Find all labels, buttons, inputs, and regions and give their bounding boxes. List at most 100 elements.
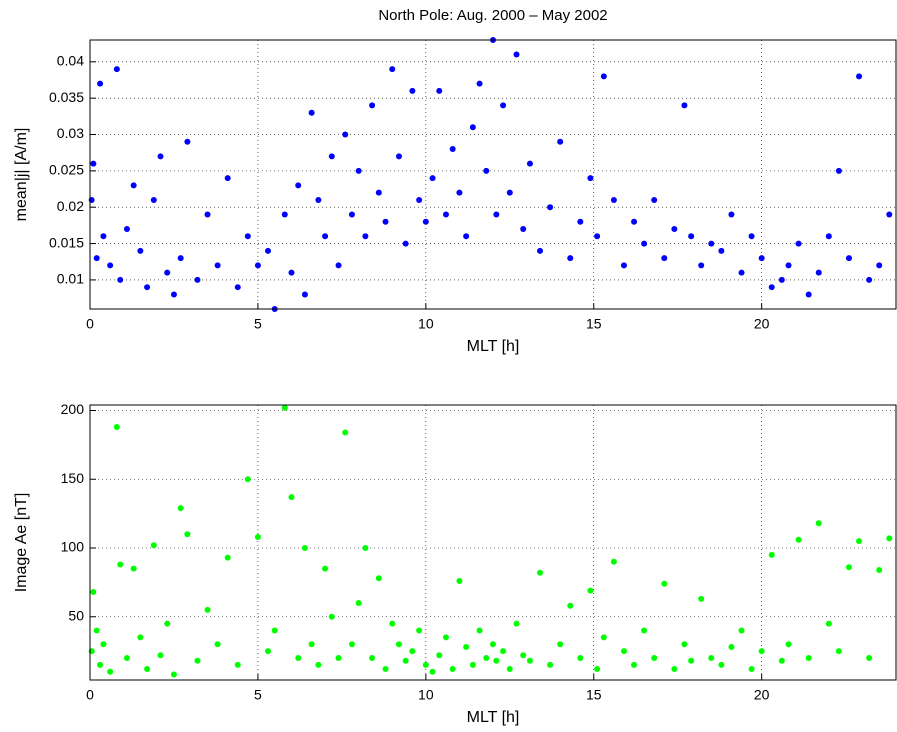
point: [547, 661, 554, 668]
point: [355, 167, 362, 174]
point: [688, 233, 695, 240]
point: [308, 109, 315, 116]
point: [204, 211, 211, 218]
point: [876, 567, 883, 573]
point: [728, 211, 735, 218]
point: [97, 80, 104, 87]
point: [117, 561, 124, 568]
y-tick-label: 0.015: [49, 234, 84, 250]
point: [557, 641, 564, 648]
point: [90, 160, 97, 167]
point: [362, 545, 369, 551]
point: [328, 613, 335, 620]
point: [825, 620, 832, 627]
x-axis-label: MLT [h]: [467, 338, 520, 355]
point: [315, 661, 322, 668]
point: [778, 657, 785, 664]
point: [100, 641, 107, 648]
point: [130, 565, 137, 572]
point: [375, 189, 382, 196]
point: [631, 218, 638, 225]
point: [866, 276, 873, 283]
x-tick-label: 15: [586, 687, 602, 703]
y-tick-label: 0.025: [49, 162, 84, 178]
point: [708, 655, 715, 661]
x-tick-label: 20: [754, 316, 770, 332]
point: [856, 73, 863, 80]
point: [886, 535, 893, 542]
point: [856, 538, 863, 545]
point: [456, 189, 463, 196]
point: [835, 167, 842, 174]
point: [335, 262, 342, 269]
point: [335, 655, 342, 661]
point: [567, 255, 574, 262]
point: [322, 565, 329, 572]
point: [651, 196, 658, 203]
point: [348, 211, 355, 218]
point: [698, 262, 705, 269]
x-tick-label: 10: [418, 316, 434, 332]
point: [170, 671, 177, 678]
point: [177, 255, 184, 262]
point: [768, 284, 775, 291]
point: [688, 657, 695, 664]
point: [144, 284, 151, 291]
point: [866, 655, 873, 661]
point: [785, 262, 792, 269]
point: [500, 102, 507, 109]
point: [150, 542, 157, 549]
point: [271, 627, 278, 634]
point: [281, 404, 288, 411]
point: [157, 153, 164, 160]
point: [805, 291, 812, 298]
point: [281, 211, 288, 218]
point: [778, 276, 785, 283]
point: [513, 51, 520, 58]
x-tick-label: 0: [86, 316, 94, 332]
point: [506, 666, 513, 672]
point: [463, 233, 470, 240]
point: [308, 641, 315, 648]
x-tick-label: 5: [254, 687, 262, 703]
point: [295, 182, 302, 189]
point: [254, 534, 261, 540]
point: [785, 641, 792, 648]
point: [698, 595, 705, 602]
point: [671, 666, 678, 672]
y-tick-label: 0.02: [57, 198, 84, 214]
axes-frame: [89, 404, 897, 681]
point: [113, 424, 120, 430]
point: [137, 634, 144, 641]
point: [557, 138, 564, 145]
point: [845, 255, 852, 262]
point: [184, 531, 191, 538]
point: [463, 644, 470, 650]
point: [362, 233, 369, 240]
y-tick-label: 150: [61, 470, 85, 486]
point: [886, 211, 893, 218]
point: [728, 644, 735, 650]
point: [254, 262, 261, 269]
point: [369, 102, 376, 109]
point: [520, 652, 527, 659]
point: [382, 666, 389, 672]
point: [90, 589, 97, 595]
point: [718, 247, 725, 254]
y-axis-label: mean|j| [A/m]: [13, 128, 30, 222]
point: [389, 620, 396, 627]
point: [389, 66, 396, 73]
point: [295, 655, 302, 661]
point: [130, 182, 137, 189]
point: [342, 429, 349, 436]
point: [328, 153, 335, 160]
point: [500, 648, 507, 655]
point: [708, 240, 715, 247]
y-tick-label: 0.03: [57, 125, 84, 141]
point: [416, 196, 423, 203]
point: [768, 551, 775, 558]
point: [537, 569, 544, 576]
point: [610, 558, 617, 565]
point: [442, 634, 449, 641]
point: [137, 247, 144, 254]
